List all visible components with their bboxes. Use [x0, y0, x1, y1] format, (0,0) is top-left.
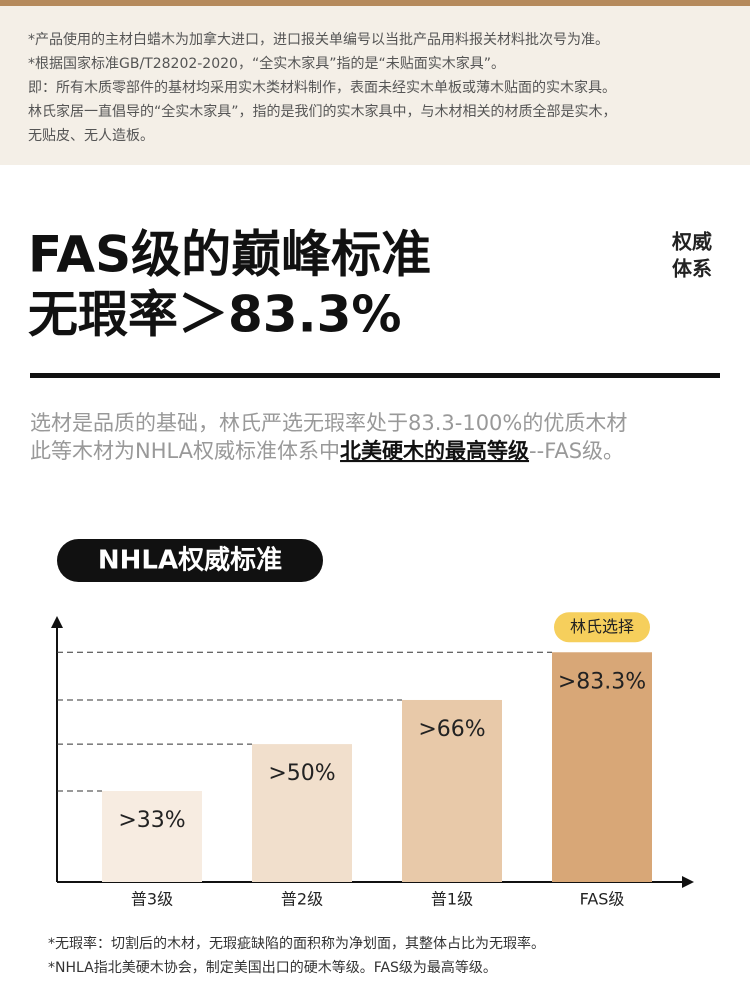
annotation: 林氏选择 [570, 617, 634, 636]
value-label: >33% [118, 808, 185, 833]
side-label: 权威 [671, 230, 712, 254]
headline: FAS级的巅峰标准 [28, 226, 431, 284]
y-axis-arrow [51, 616, 63, 628]
divider [30, 373, 720, 378]
paragraph: 选材是品质的基础，林氏严选无瑕率处于83.3-100%的优质木材 [30, 411, 627, 435]
emphasis: 北美硬木的最高等级 [340, 439, 529, 463]
x-axis-arrow [682, 876, 694, 888]
footnote: *NHLA指北美硬木协会，制定美国出口的硬木等级。FAS级为最高等级。 [48, 959, 497, 976]
text: --FAS级。 [529, 439, 624, 463]
notes: *产品使用的主材白蜡木为加拿大进口，进口报关单编号以当批产品用料报关材料批次号为… [28, 31, 617, 144]
side-label: 体系 [672, 257, 712, 281]
x-tick-label: 普2级 [281, 890, 323, 909]
x-tick-label: 普3级 [131, 890, 173, 909]
note: 林氏家居一直倡导的“全实木家具”，指的是我们的实木家具中，与木材相关的材质全部是… [28, 103, 617, 120]
note: *根据国家标准GB/T28202-2020，“全实木家具”指的是“未贴面实木家具… [28, 55, 505, 72]
chart-title-pill [57, 539, 323, 582]
x-tick-label: 普1级 [431, 890, 473, 909]
bar [102, 790, 202, 882]
value-label: >66% [418, 717, 485, 742]
notes-panel [0, 0, 750, 165]
note: 无贴皮、无人造板。 [28, 128, 154, 144]
text: 此等木材为NHLA权威标准体系中 [30, 439, 340, 463]
bar [402, 699, 502, 882]
x-tick-label: FAS级 [580, 890, 625, 909]
chart: >33% 普3级 >50% 普2级 >66% 普1级 >83.3% FAS级 林氏选择 [51, 612, 694, 909]
footnote: *无瑕率：切割后的木材，无瑕疵缺陷的面积称为净划面，其整体占比为无瑕率。 [48, 935, 545, 952]
chart-title: NHLA权威标准 [98, 545, 282, 576]
bar [552, 652, 652, 882]
note: 即：所有木质零部件的基材均采用实木类材料制作，表面未经实木单板或薄木贴面的实木家… [28, 79, 616, 96]
bar [252, 744, 352, 882]
value-label: >50% [268, 761, 335, 786]
headline: 无瑕率＞83.3% [28, 286, 401, 344]
value-label: >83.3% [558, 669, 646, 694]
paragraph: 此等木材为NHLA权威标准体系中北美硬木的最高等级--FAS级。 [30, 439, 624, 463]
wood-strip [0, 0, 750, 6]
note: *产品使用的主材白蜡木为加拿大进口，进口报关单编号以当批产品用料报关材料批次号为… [28, 31, 609, 48]
annotation-badge [554, 612, 650, 643]
